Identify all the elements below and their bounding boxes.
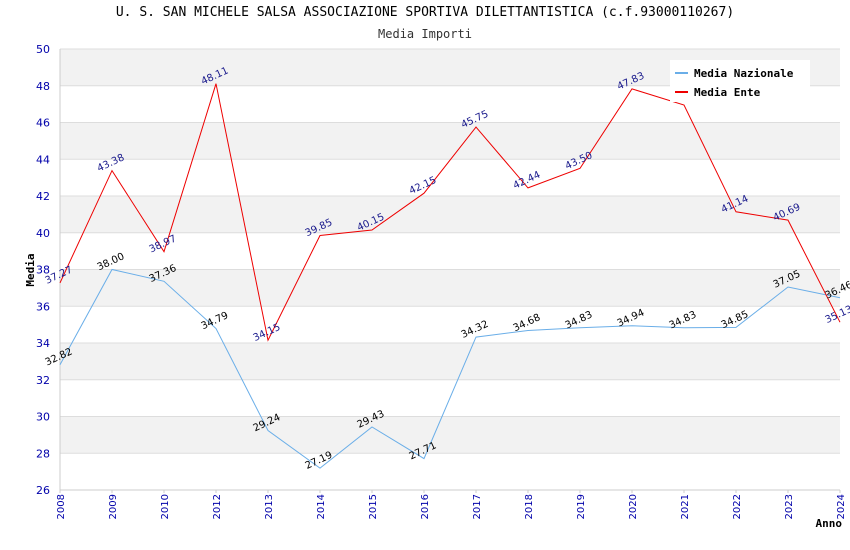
y-tick-label: 38 bbox=[36, 264, 50, 277]
x-tick-label: 2022 bbox=[732, 494, 743, 519]
x-tick-label: 2014 bbox=[316, 494, 327, 519]
grid-lines bbox=[59, 48, 840, 491]
y-tick-label: 32 bbox=[36, 374, 50, 387]
x-tick-label: 2012 bbox=[212, 494, 223, 519]
x-tick-label: 2009 bbox=[108, 494, 119, 519]
legend-label-nazionale: Media Nazionale bbox=[694, 67, 794, 80]
x-tick-label: 2021 bbox=[680, 494, 691, 519]
series-lines bbox=[59, 83, 841, 469]
y-axis-ticks: 26 28 30 32 34 36 38 40 42 44 46 48 50 bbox=[36, 43, 50, 497]
x-tick-label: 2010 bbox=[160, 494, 171, 519]
x-tick-label: 2017 bbox=[472, 494, 483, 519]
legend-label-ente: Media Ente bbox=[694, 86, 761, 99]
y-tick-label: 44 bbox=[36, 153, 50, 166]
chart-title: U. S. SAN MICHELE SALSA ASSOCIAZIONE SPO… bbox=[115, 5, 735, 20]
x-tick-label: 2008 bbox=[56, 494, 67, 519]
y-tick-label: 36 bbox=[36, 300, 50, 313]
legend-box bbox=[670, 60, 810, 102]
x-tick-label: 2016 bbox=[420, 494, 431, 519]
plot-band bbox=[60, 196, 840, 233]
y-tick-label: 34 bbox=[36, 337, 50, 350]
x-tick-label: 2024 bbox=[836, 494, 847, 519]
y-tick-label: 30 bbox=[36, 411, 50, 424]
plot-band bbox=[60, 232, 840, 270]
chart-subtitle: Media Importi bbox=[378, 27, 472, 41]
chart-legend: Media Nazionale Media Ente bbox=[670, 60, 810, 102]
x-tick-label: 2023 bbox=[784, 494, 795, 519]
y-tick-label: 50 bbox=[36, 43, 50, 56]
plot-band bbox=[60, 306, 840, 343]
plot-band bbox=[60, 343, 840, 380]
y-tick-label: 28 bbox=[36, 447, 50, 460]
x-axis-ticks: 2008 2009 2010 2012 2013 2014 2015 2016 2017 2018… bbox=[56, 490, 847, 519]
y-tick-label: 42 bbox=[36, 190, 50, 203]
series-line-ente bbox=[59, 83, 841, 342]
x-tick-label: 2018 bbox=[524, 494, 535, 519]
x-tick-label: 2015 bbox=[368, 494, 379, 519]
plot-band bbox=[60, 416, 840, 454]
x-tick-label: 2019 bbox=[576, 494, 587, 519]
plot-band bbox=[60, 122, 840, 160]
y-tick-label: 48 bbox=[36, 80, 50, 93]
x-axis-title: Anno bbox=[816, 517, 843, 530]
plot-band bbox=[60, 453, 840, 490]
y-tick-label: 46 bbox=[36, 117, 50, 130]
x-tick-label: 2020 bbox=[628, 494, 639, 519]
y-tick-label: 26 bbox=[36, 484, 50, 497]
y-axis-title: Media bbox=[24, 253, 37, 286]
plot-band bbox=[60, 269, 840, 307]
plot-band bbox=[60, 159, 840, 196]
x-tick-label: 2013 bbox=[264, 494, 275, 519]
series-line-nazionale bbox=[59, 268, 841, 469]
y-tick-label: 40 bbox=[36, 227, 50, 240]
